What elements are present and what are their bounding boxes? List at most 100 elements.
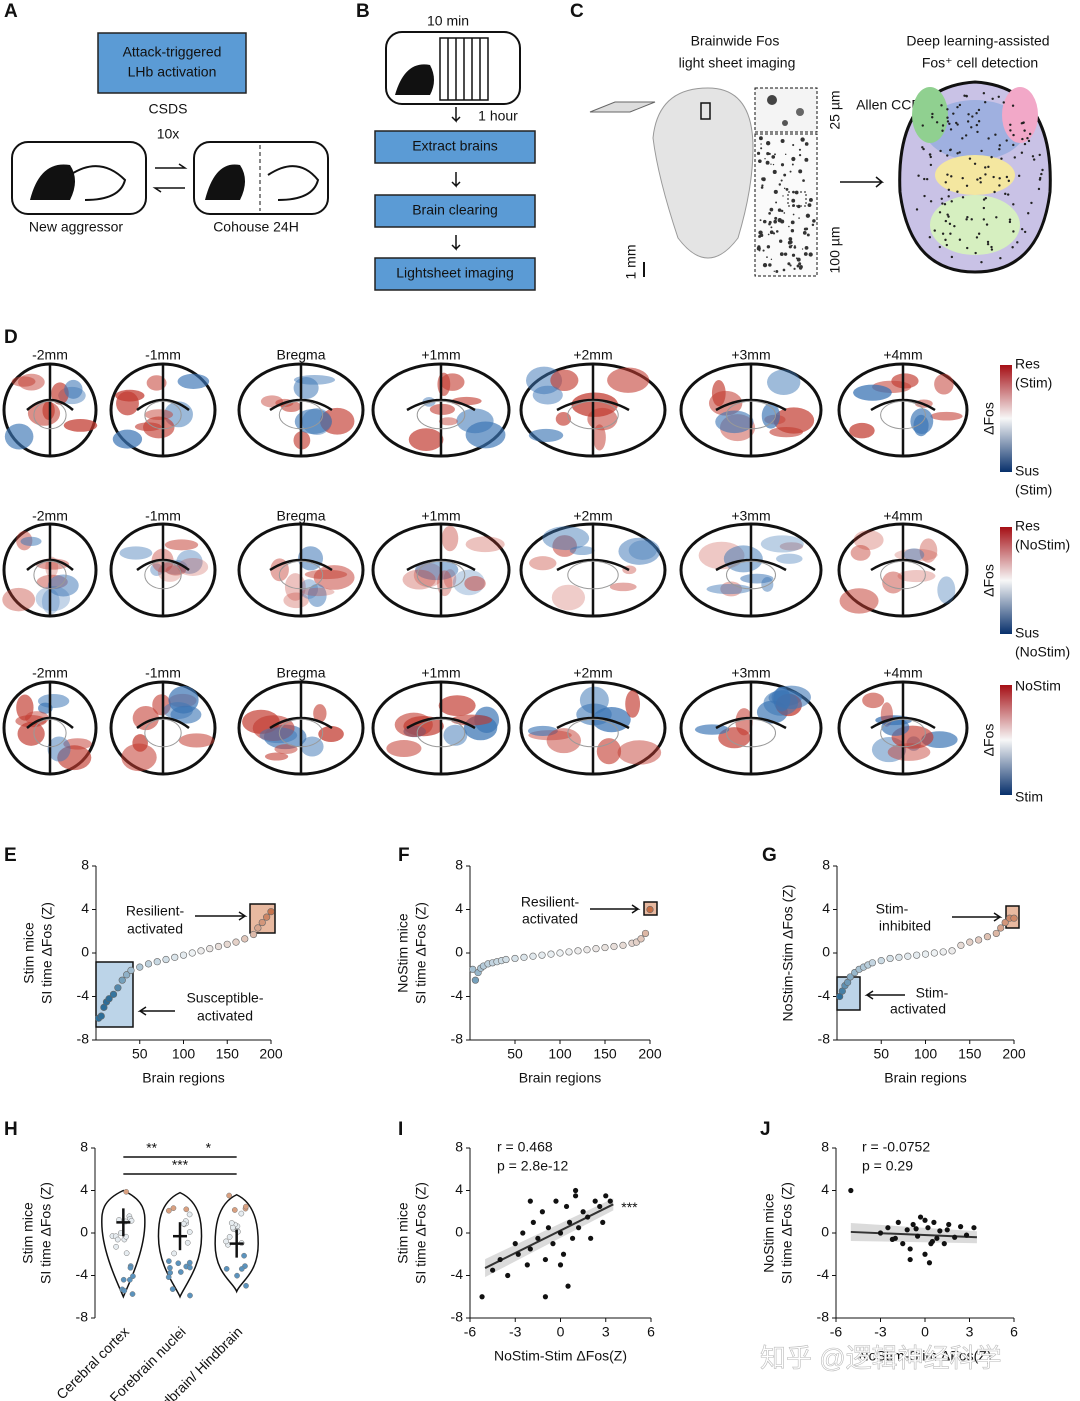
fos-cell [946,116,949,119]
midline [715,364,787,456]
point [136,963,144,971]
point [601,943,609,952]
fos-cell [998,177,1001,180]
activity [526,366,563,395]
fos-cell [1026,136,1029,140]
activity [761,402,780,429]
arrow [451,235,461,251]
fos-cell [1020,227,1024,231]
point [937,1228,943,1234]
point [118,976,126,984]
point [966,938,974,946]
fos-cell [1009,123,1012,127]
section-label: Bregma [276,347,325,363]
cell [775,230,779,233]
label: Fos⁺ cell detection [922,55,1038,71]
point [550,1241,556,1247]
midline [269,364,333,456]
fos-cell [946,120,950,123]
activity [853,530,884,550]
annotation: Susceptible- [186,990,263,1006]
colorbar-label: Sus [1015,625,1039,641]
fos-cell [975,236,979,239]
cage [11,141,147,215]
cell [773,219,778,224]
point [572,1193,579,1199]
point [934,1235,940,1241]
fos-cell [1022,121,1025,124]
point [249,930,258,939]
point [238,1266,245,1272]
stat: r = -0.0752 [862,1139,930,1155]
colorbar-label: Stim [1015,789,1043,805]
fos-cell [1012,143,1015,147]
fos-cell [958,238,962,241]
point [574,947,582,955]
point [162,955,170,964]
section-label: +2mm [573,508,612,524]
y-tick-label: -8 [76,1309,89,1325]
activity [930,411,963,421]
midline [136,364,190,456]
cell [790,229,795,233]
activity [307,583,327,608]
cell [773,189,778,194]
point [228,1220,235,1226]
fos-cell [998,147,1001,151]
region [1002,87,1038,143]
point [846,973,854,981]
section-label: +4mm [883,347,922,363]
y-tick-label: 8 [81,857,89,873]
x-tick-label: -6 [464,1324,477,1340]
ventricle [567,560,619,590]
fos-cell [968,157,972,160]
ventricle [726,560,776,590]
y-axis-title: SI time ΔFos (Z) [779,1182,795,1284]
point [566,1219,573,1225]
cell [778,183,782,186]
activity [35,586,71,612]
x-axis-title: NoStim-Stim ΔFos(Z) [494,1348,627,1364]
activity [64,379,83,399]
activity [894,548,938,562]
x-tick-label: 6 [1010,1324,1018,1340]
colorbar-label: Res [1015,356,1040,372]
activity [297,546,324,571]
point [263,913,271,921]
point [113,1243,119,1250]
activity [596,738,622,765]
arrow [864,990,905,1000]
cell [800,137,805,142]
section-label: -2mm [32,347,68,363]
brain-image [652,87,754,259]
cell [791,156,796,162]
activity [853,384,892,401]
fos-cell [982,91,986,95]
midline [715,682,787,774]
cell [761,177,765,181]
activity [47,736,71,762]
colorbar-label: (Stim) [1015,482,1052,498]
ventricle [144,400,182,430]
fos-cell [941,129,944,132]
point [603,1193,609,1199]
region [935,155,1015,195]
fos-cell [949,128,953,131]
cell [758,159,762,163]
point [580,1209,586,1215]
fos-cell [982,218,986,221]
cell [798,148,802,151]
section-label: +1mm [421,347,460,363]
activity [47,574,79,597]
point [127,1276,133,1283]
point [226,1234,233,1240]
y-tick-label: 0 [455,944,463,960]
point [895,953,903,961]
fos-cell [1032,158,1036,161]
y-axis-title: NoStim mice [395,913,411,993]
fos-cell [1020,122,1024,125]
cell [768,152,771,155]
significance: *** [172,1157,189,1173]
box [374,194,536,228]
activity [546,728,582,754]
